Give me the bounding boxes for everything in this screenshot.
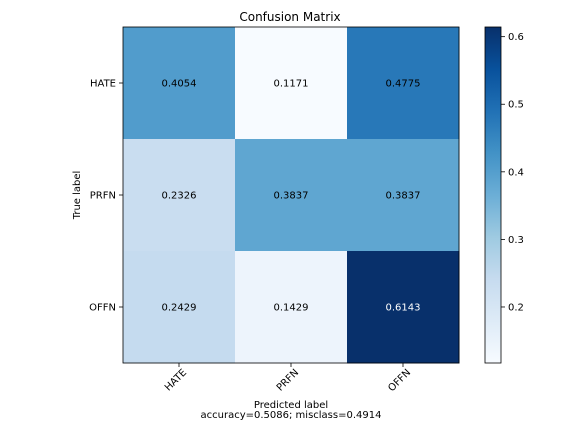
colorbar-tick-label: 0.2	[508, 302, 524, 313]
heatmap-cells: 0.4054 0.1171 0.4775 0.2326 0.3837 0.3837 0.24…	[123, 27, 460, 364]
heatmap-cell	[235, 27, 348, 140]
heatmap-cell	[123, 27, 236, 140]
y-axis-label: True label	[72, 171, 83, 221]
colorbar-tick-label: 0.4	[508, 167, 524, 178]
y-tick-label: HATE	[90, 79, 116, 90]
cell-value-label: 0.2326	[162, 191, 197, 202]
heatmap-cell	[123, 251, 236, 364]
cell-value-label: 0.4775	[386, 79, 421, 90]
x-axis-ticks: HATE PRFN OFFN	[163, 363, 413, 394]
y-tick-label: PRFN	[90, 191, 116, 202]
cell-value-label: 0.6143	[386, 303, 421, 314]
colorbar	[484, 26, 502, 364]
cell-value-label: 0.3837	[274, 191, 309, 202]
heatmap-cell	[235, 139, 348, 252]
x-tick-label: HATE	[163, 367, 189, 393]
heatmap-cell	[347, 27, 460, 140]
cell-value-label: 0.1171	[274, 79, 309, 90]
cell-value-label: 0.2429	[162, 303, 197, 314]
chart-title: Confusion Matrix	[239, 10, 340, 24]
x-axis-label: Predicted label	[254, 400, 328, 411]
heatmap-cell	[347, 251, 460, 364]
colorbar-tick-label: 0.5	[508, 100, 524, 111]
heatmap-cell	[347, 139, 460, 252]
cell-value-label: 0.4054	[162, 79, 197, 90]
cell-value-label: 0.1429	[274, 303, 309, 314]
accuracy-summary: accuracy=0.5086; misclass=0.4914	[201, 410, 382, 421]
y-axis-ticks: HATE PRFN OFFN	[89, 79, 123, 314]
colorbar-tick-label: 0.6	[508, 32, 524, 43]
y-tick-label: OFFN	[89, 303, 116, 314]
x-tick-label: PRFN	[275, 367, 301, 393]
colorbar-ticks: 0.2 0.3 0.4 0.5 0.6	[501, 32, 524, 313]
cell-value-label: 0.3837	[386, 191, 421, 202]
x-tick-label: OFFN	[386, 367, 413, 394]
colorbar-tick-label: 0.3	[508, 235, 524, 246]
heatmap-cell	[235, 251, 348, 364]
heatmap-cell	[123, 139, 236, 252]
